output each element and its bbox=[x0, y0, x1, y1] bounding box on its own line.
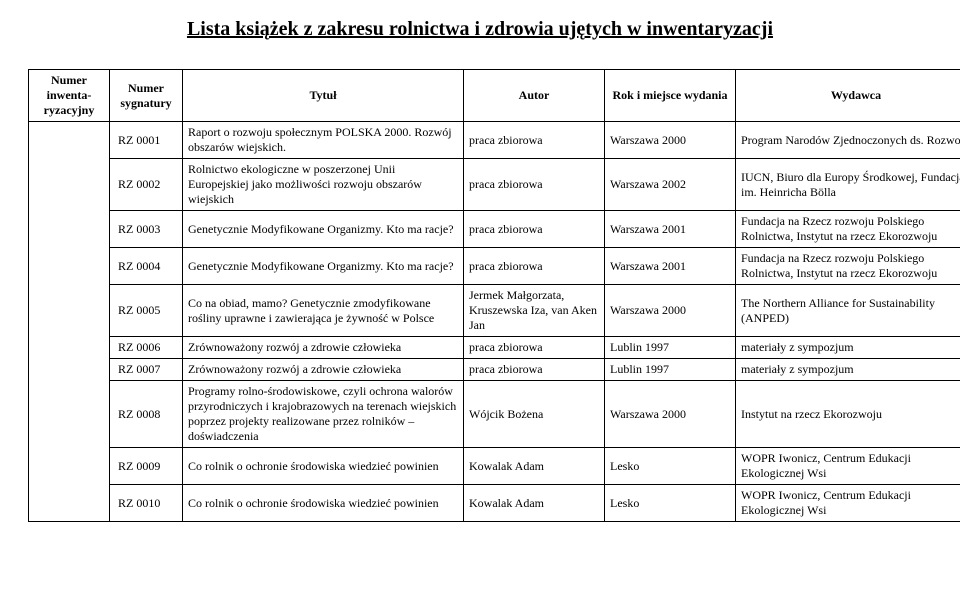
author-cell: praca zbiorowa bbox=[464, 211, 605, 248]
signature-cell: RZ 0009 bbox=[110, 448, 183, 485]
year-place-cell: Warszawa 2000 bbox=[605, 285, 736, 337]
author-cell: Wójcik Bożena bbox=[464, 381, 605, 448]
table-row: RZ 0003Genetycznie Modyfikowane Organizm… bbox=[29, 211, 960, 248]
publisher-cell: The Northern Alliance for Sustainability… bbox=[736, 285, 960, 337]
publisher-cell: materiały z sympozjum bbox=[736, 337, 960, 359]
publisher-cell: Fundacja na Rzecz rozwoju Polskiego Roln… bbox=[736, 211, 960, 248]
signature-cell: RZ 0001 bbox=[110, 122, 183, 159]
signature-cell: RZ 0002 bbox=[110, 159, 183, 211]
author-cell: praca zbiorowa bbox=[464, 337, 605, 359]
title-cell: Rolnictwo ekologiczne w poszerzonej Unii… bbox=[183, 159, 464, 211]
page-title: Lista książek z zakresu rolnictwa i zdro… bbox=[28, 18, 932, 41]
title-cell: Zrównoważony rozwój a zdrowie człowieka bbox=[183, 337, 464, 359]
year-place-cell: Warszawa 2000 bbox=[605, 381, 736, 448]
publisher-cell: materiały z sympozjum bbox=[736, 359, 960, 381]
table-row: RZ 0002Rolnictwo ekologiczne w poszerzon… bbox=[29, 159, 960, 211]
author-cell: praca zbiorowa bbox=[464, 359, 605, 381]
title-cell: Co rolnik o ochronie środowiska wiedzieć… bbox=[183, 485, 464, 522]
year-place-cell: Lesko bbox=[605, 485, 736, 522]
year-place-cell: Warszawa 2000 bbox=[605, 122, 736, 159]
table-row: RZ 0010Co rolnik o ochronie środowiska w… bbox=[29, 485, 960, 522]
col-header-title: Tytuł bbox=[183, 70, 464, 122]
col-header-author: Autor bbox=[464, 70, 605, 122]
year-place-cell: Warszawa 2002 bbox=[605, 159, 736, 211]
author-cell: Kowalak Adam bbox=[464, 448, 605, 485]
signature-cell: RZ 0007 bbox=[110, 359, 183, 381]
inventory-table: Numer inwenta-ryzacyjny Numer sygnatury … bbox=[28, 69, 960, 522]
year-place-cell: Lublin 1997 bbox=[605, 359, 736, 381]
table-row: RZ 0007Zrównoważony rozwój a zdrowie czł… bbox=[29, 359, 960, 381]
signature-cell: RZ 0010 bbox=[110, 485, 183, 522]
table-row: RZ 0006Zrównoważony rozwój a zdrowie czł… bbox=[29, 337, 960, 359]
signature-cell: RZ 0006 bbox=[110, 337, 183, 359]
inventory-number-cell bbox=[29, 122, 110, 522]
year-place-cell: Warszawa 2001 bbox=[605, 248, 736, 285]
table-header-row: Numer inwenta-ryzacyjny Numer sygnatury … bbox=[29, 70, 960, 122]
title-cell: Genetycznie Modyfikowane Organizmy. Kto … bbox=[183, 248, 464, 285]
signature-cell: RZ 0008 bbox=[110, 381, 183, 448]
signature-cell: RZ 0005 bbox=[110, 285, 183, 337]
col-header-inventory: Numer inwenta-ryzacyjny bbox=[29, 70, 110, 122]
author-cell: praca zbiorowa bbox=[464, 122, 605, 159]
year-place-cell: Lublin 1997 bbox=[605, 337, 736, 359]
title-cell: Programy rolno-środowiskowe, czyli ochro… bbox=[183, 381, 464, 448]
title-cell: Genetycznie Modyfikowane Organizmy. Kto … bbox=[183, 211, 464, 248]
title-cell: Co rolnik o ochronie środowiska wiedzieć… bbox=[183, 448, 464, 485]
publisher-cell: Instytut na rzecz Ekorozwoju bbox=[736, 381, 960, 448]
publisher-cell: WOPR Iwonicz, Centrum Edukacji Ekologicz… bbox=[736, 448, 960, 485]
publisher-cell: Fundacja na Rzecz rozwoju Polskiego Roln… bbox=[736, 248, 960, 285]
author-cell: praca zbiorowa bbox=[464, 159, 605, 211]
signature-cell: RZ 0004 bbox=[110, 248, 183, 285]
table-row: RZ 0004Genetycznie Modyfikowane Organizm… bbox=[29, 248, 960, 285]
author-cell: Kowalak Adam bbox=[464, 485, 605, 522]
title-cell: Zrównoważony rozwój a zdrowie człowieka bbox=[183, 359, 464, 381]
table-row: RZ 0005Co na obiad, mamo? Genetycznie zm… bbox=[29, 285, 960, 337]
col-header-year-place: Rok i miejsce wydania bbox=[605, 70, 736, 122]
table-row: RZ 0008Programy rolno-środowiskowe, czyl… bbox=[29, 381, 960, 448]
col-header-publisher: Wydawca bbox=[736, 70, 960, 122]
year-place-cell: Warszawa 2001 bbox=[605, 211, 736, 248]
year-place-cell: Lesko bbox=[605, 448, 736, 485]
publisher-cell: WOPR Iwonicz, Centrum Edukacji Ekologicz… bbox=[736, 485, 960, 522]
author-cell: Jermek Małgorzata, Kruszewska Iza, van A… bbox=[464, 285, 605, 337]
col-header-signature: Numer sygnatury bbox=[110, 70, 183, 122]
title-cell: Co na obiad, mamo? Genetycznie zmodyfiko… bbox=[183, 285, 464, 337]
publisher-cell: Program Narodów Zjednoczonych ds. Rozwoj… bbox=[736, 122, 960, 159]
author-cell: praca zbiorowa bbox=[464, 248, 605, 285]
table-row: RZ 0009Co rolnik o ochronie środowiska w… bbox=[29, 448, 960, 485]
title-cell: Raport o rozwoju społecznym POLSKA 2000.… bbox=[183, 122, 464, 159]
publisher-cell: IUCN, Biuro dla Europy Środkowej, Fundac… bbox=[736, 159, 960, 211]
signature-cell: RZ 0003 bbox=[110, 211, 183, 248]
table-row: RZ 0001Raport o rozwoju społecznym POLSK… bbox=[29, 122, 960, 159]
